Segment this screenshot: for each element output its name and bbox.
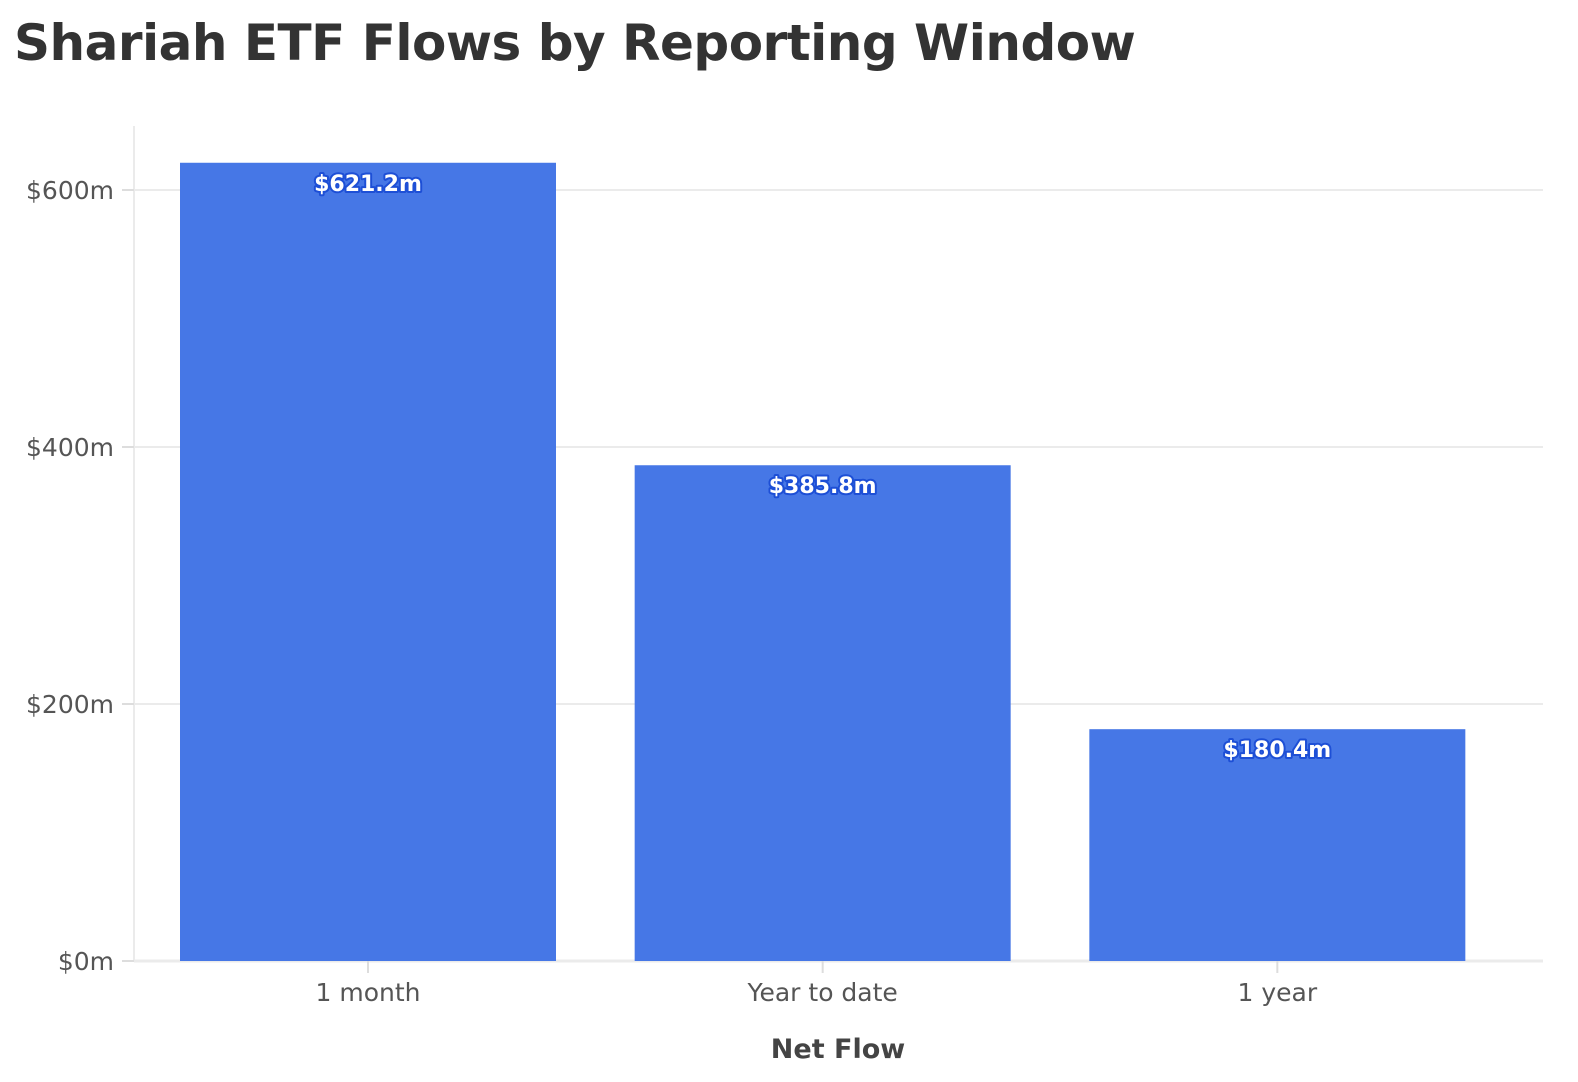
data-labels: $621.2m $385.8m $180.4m bbox=[312, 170, 1333, 765]
data-label: $621.2m bbox=[314, 172, 422, 197]
x-tick-label: 1 year bbox=[1238, 978, 1318, 1007]
y-tick-label: $600m bbox=[26, 176, 114, 205]
bars bbox=[180, 162, 1466, 961]
chart-title: Shariah ETF Flows by Reporting Window bbox=[14, 14, 1136, 72]
y-tick-label: $200m bbox=[26, 690, 114, 719]
bar bbox=[634, 465, 1011, 961]
bar bbox=[180, 162, 556, 961]
data-label: $180.4m bbox=[1223, 738, 1331, 763]
x-tick-label: 1 month bbox=[316, 978, 421, 1007]
data-label: $385.8m bbox=[769, 474, 877, 499]
y-tick-label: $400m bbox=[26, 433, 114, 462]
bar bbox=[1089, 729, 1466, 961]
x-tick-label: Year to date bbox=[747, 978, 898, 1007]
x-axis-title: Net Flow bbox=[771, 1034, 905, 1065]
y-tick-label: $0m bbox=[58, 947, 114, 976]
axes: $0m $200m $400m $600m 1 month Year to date 1 y… bbox=[26, 126, 1318, 1007]
